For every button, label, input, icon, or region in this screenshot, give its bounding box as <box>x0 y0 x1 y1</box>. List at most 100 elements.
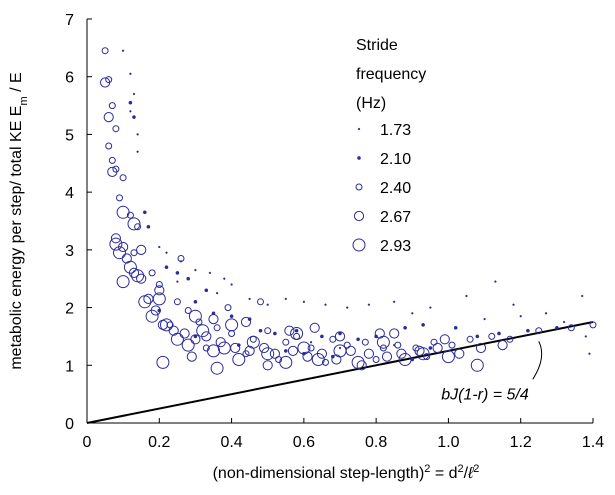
data-point <box>204 288 209 293</box>
y-tick-label: 6 <box>65 70 74 87</box>
data-point <box>448 341 456 349</box>
model-line-segment <box>86 321 594 424</box>
data-point <box>186 351 197 362</box>
legend-title-line: frequency <box>356 66 426 83</box>
data-point <box>345 345 356 356</box>
data-point <box>213 324 221 332</box>
data-point <box>208 271 212 275</box>
y-axis-title: metabolic energy per step/ total KE Em /… <box>8 72 30 369</box>
data-point <box>108 156 116 164</box>
data-point <box>414 345 425 356</box>
data-point <box>432 342 443 354</box>
data-point <box>132 115 136 119</box>
x-tick-label: 1.4 <box>582 434 604 451</box>
data-point <box>376 335 390 349</box>
data-point <box>196 324 210 338</box>
data-point <box>232 353 246 366</box>
data-point <box>279 355 293 369</box>
data-point <box>356 360 367 371</box>
y-tick-label: 1 <box>65 358 74 375</box>
data-point <box>116 205 130 219</box>
annotation-leader <box>532 341 543 380</box>
data-point <box>224 304 232 312</box>
data-point <box>136 244 147 255</box>
data-point <box>230 342 241 354</box>
y-axis-title-part: m <box>18 96 30 105</box>
x-axis-title-part: = d <box>430 465 457 482</box>
data-point <box>246 335 260 349</box>
series-2-40 <box>101 47 597 366</box>
legend-label: 2.40 <box>380 180 411 197</box>
data-point <box>132 92 136 96</box>
y-tick-label: 3 <box>65 243 74 260</box>
data-point <box>403 325 407 330</box>
x-tick-label: 0.2 <box>148 434 170 451</box>
data-point <box>428 346 433 350</box>
data-point <box>138 295 152 309</box>
data-point <box>261 347 275 361</box>
y-tick-label: 0 <box>65 416 74 433</box>
data-point <box>112 125 120 133</box>
data-point <box>506 335 514 343</box>
data-point <box>146 224 151 229</box>
data-point <box>249 335 257 343</box>
data-point <box>293 332 301 340</box>
axes: 0 0.2 0.4 0.6 0.8 1.0 1.2 1.4 0 1 2 3 4 5 6 7 (non-dimen… <box>8 12 604 482</box>
data-point <box>107 166 118 177</box>
x-axis-title-part: 2 <box>473 463 479 475</box>
data-point <box>356 337 360 342</box>
data-point <box>110 233 122 244</box>
x-axis-title: (non-dimensional step-length)2 = d2/ℓ2 <box>213 463 480 482</box>
data-point <box>290 327 304 340</box>
data-point <box>164 265 169 270</box>
data-point <box>416 347 430 361</box>
y-tick-label: 4 <box>65 185 74 202</box>
data-point <box>136 150 139 153</box>
data-point <box>155 281 163 288</box>
data-point <box>421 323 425 327</box>
data-point <box>179 328 190 339</box>
legend-label: 2.67 <box>380 209 411 226</box>
data-point <box>454 348 465 359</box>
x-axis-title-part: / <box>464 465 469 482</box>
data-point <box>108 102 116 110</box>
data-point <box>145 309 159 323</box>
data-point <box>589 321 597 329</box>
data-point <box>284 325 295 336</box>
data-point <box>338 346 342 350</box>
data-point <box>242 350 250 358</box>
data-point <box>136 273 147 284</box>
data-point <box>130 249 138 257</box>
data-points <box>100 47 597 375</box>
data-point <box>186 276 191 281</box>
data-point <box>494 280 497 283</box>
data-point <box>389 328 400 339</box>
data-point <box>526 328 530 333</box>
data-point <box>165 251 168 254</box>
data-point <box>208 314 219 325</box>
data-point <box>381 351 393 362</box>
data-point <box>333 344 347 358</box>
data-point <box>465 294 468 298</box>
data-point <box>581 294 584 298</box>
data-point <box>121 253 132 264</box>
data-point <box>544 312 548 315</box>
y-tick-label: 5 <box>65 127 74 144</box>
x-axis-title-part: 2 <box>424 463 430 475</box>
legend-label: 2.10 <box>380 151 411 168</box>
data-point <box>475 334 480 339</box>
data-point <box>284 297 287 301</box>
data-point <box>287 345 299 356</box>
legend-title-line: (Hz) <box>356 95 386 112</box>
data-point <box>497 331 501 336</box>
data-point <box>215 291 219 295</box>
data-point <box>394 341 402 349</box>
data-point <box>248 297 251 301</box>
data-point <box>193 299 198 304</box>
data-point <box>109 237 123 251</box>
data-point <box>535 327 543 335</box>
data-point <box>119 174 127 182</box>
data-point <box>152 292 166 306</box>
data-point <box>121 49 125 52</box>
legend-marker <box>357 156 361 160</box>
